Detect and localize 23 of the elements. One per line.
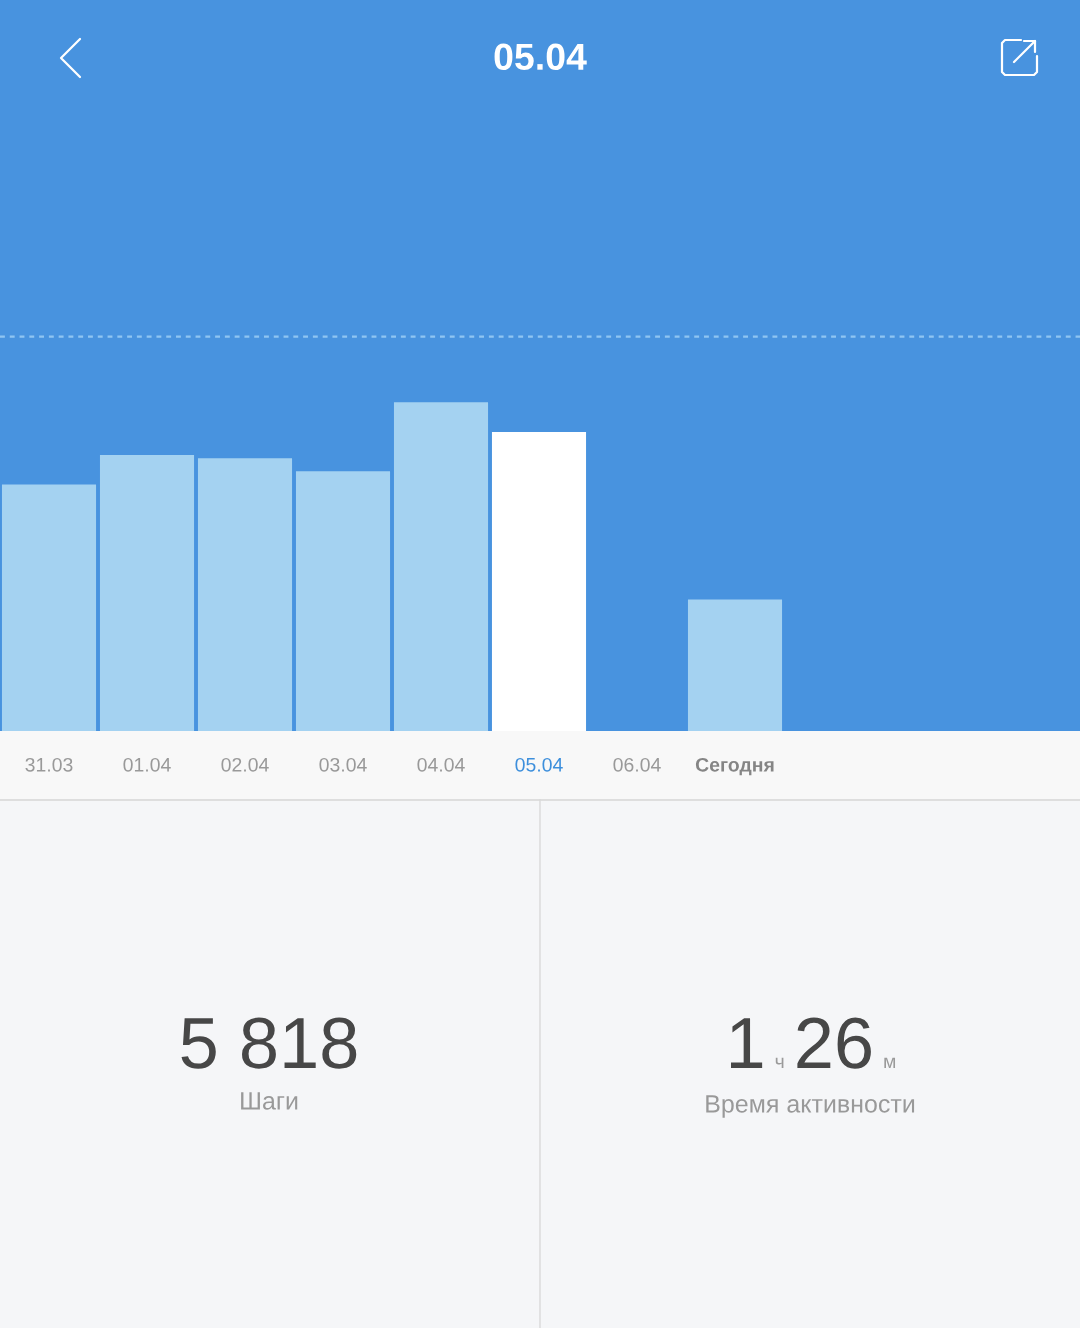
- text: 5 818: [181, 1017, 357, 1069]
- bar: [687, 599, 783, 731]
- x-tick-label: Сегодня: [695, 757, 774, 776]
- x-tick-label: 31.03: [25, 757, 73, 772]
- bar: [1, 484, 97, 731]
- x-tick-label: 05.04: [515, 757, 563, 772]
- chart-title: 05.04: [494, 43, 587, 71]
- bar: [393, 402, 489, 731]
- x-tick-label: 04.04: [417, 757, 465, 772]
- text: 1: [731, 1018, 763, 1068]
- bar: [295, 471, 391, 731]
- bar: [491, 431, 587, 731]
- x-tick-label: 01.04: [123, 757, 171, 772]
- bar: [99, 454, 195, 731]
- text: 26: [797, 1017, 871, 1069]
- text: м: [884, 1057, 896, 1068]
- text: Время активности: [706, 1095, 915, 1118]
- bar: [197, 458, 293, 731]
- x-tick-label: 03.04: [319, 757, 367, 772]
- text: ч: [775, 1057, 784, 1068]
- x-tick-label: 02.04: [221, 757, 269, 772]
- x-tick-label: 06.04: [613, 757, 661, 772]
- text: Шаги: [241, 1092, 298, 1110]
